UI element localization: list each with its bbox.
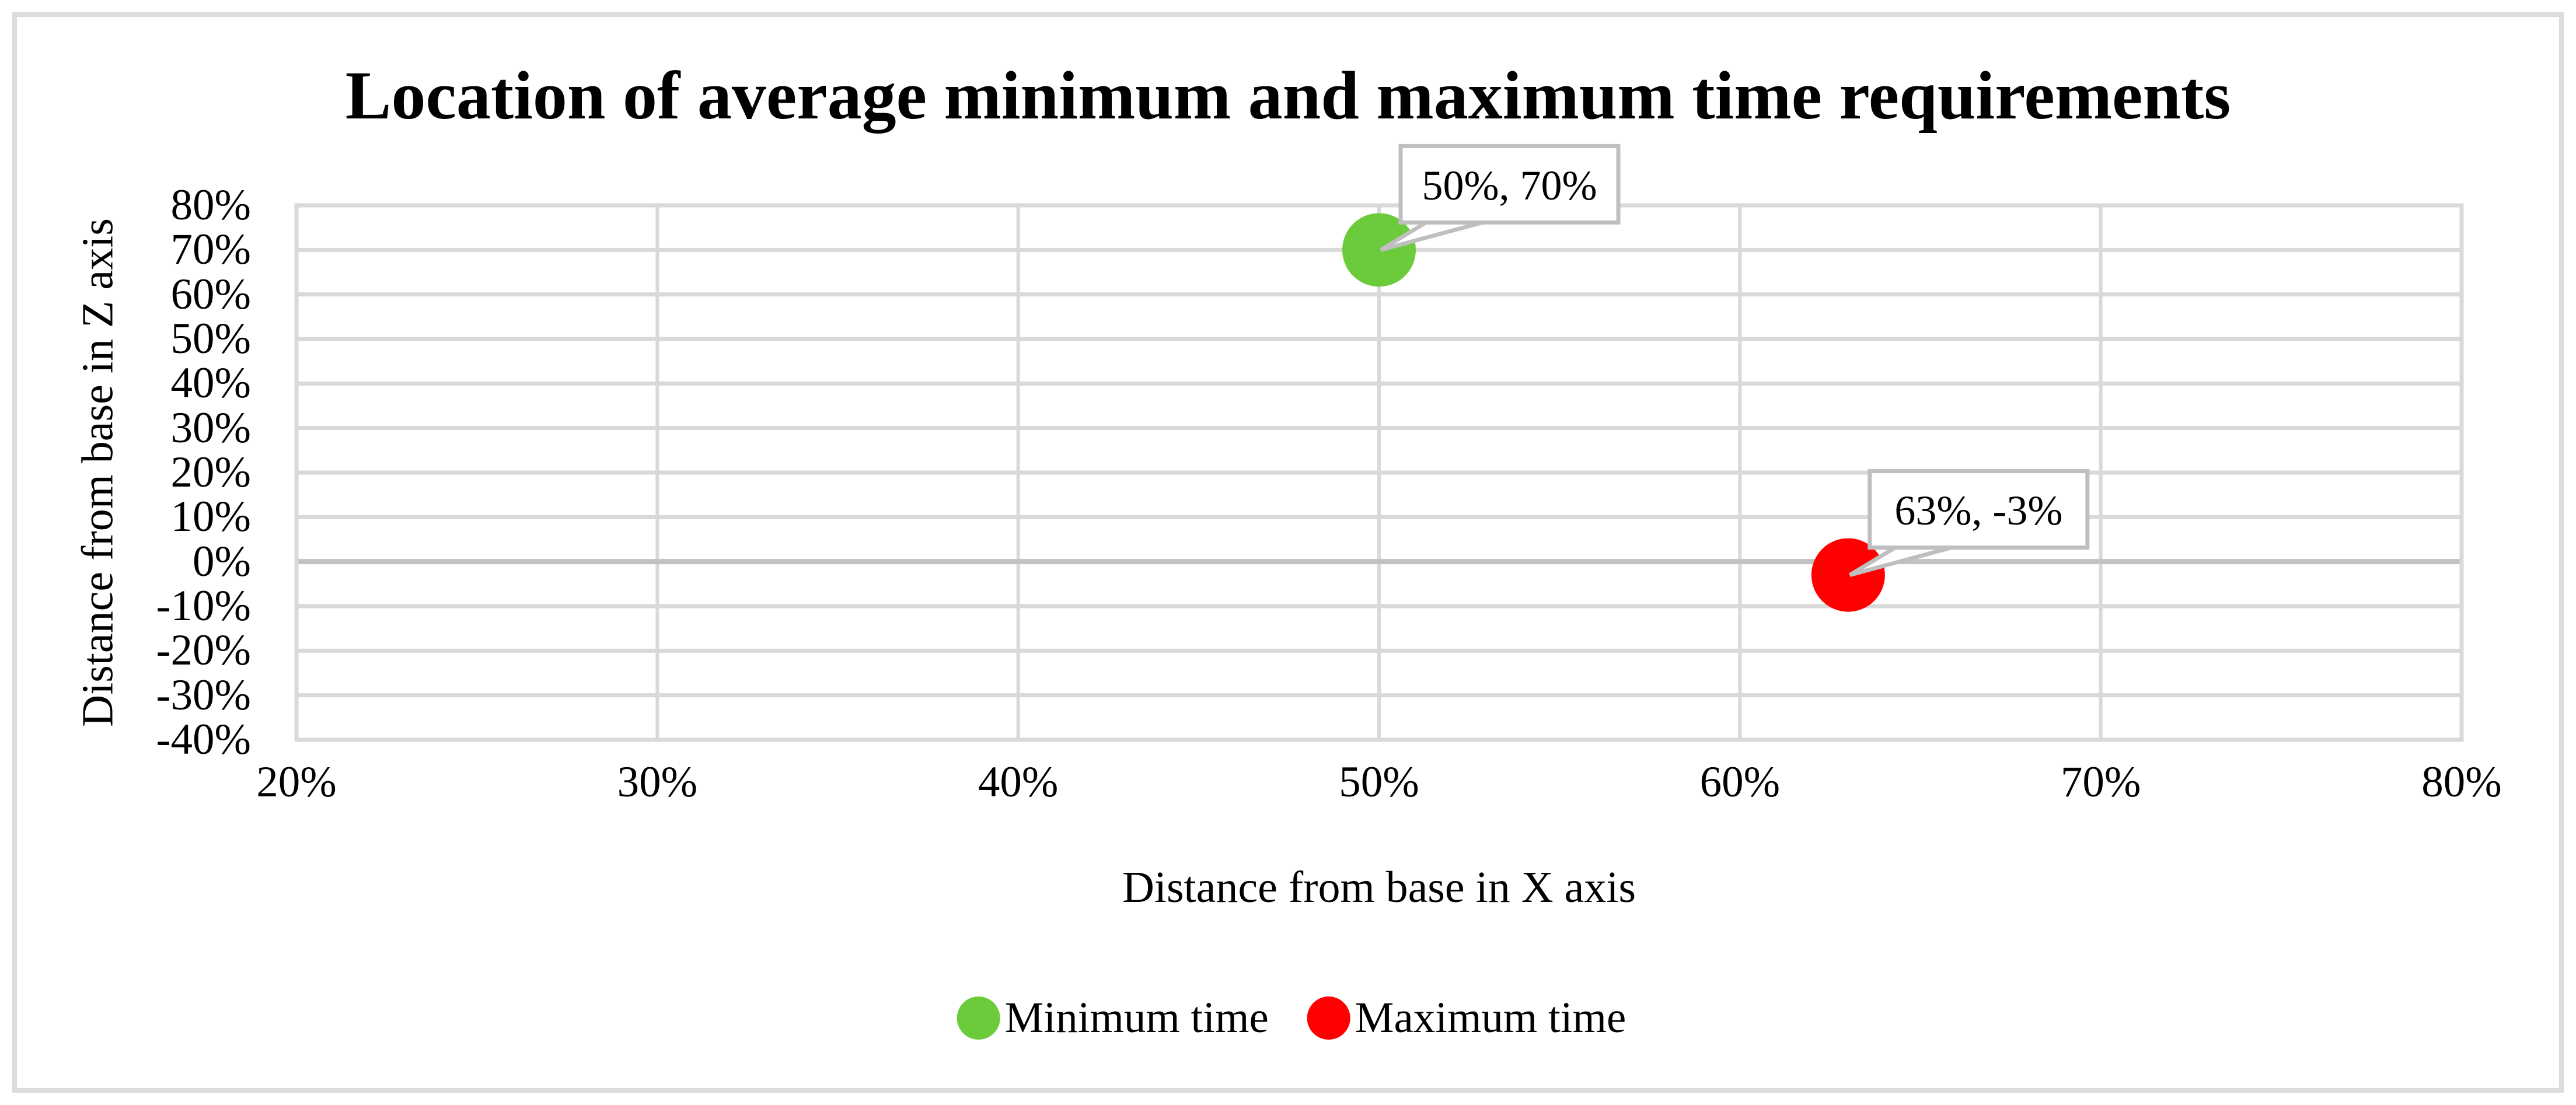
- x-tick-label: 70%: [2060, 758, 2141, 806]
- y-tick-label: -40%: [156, 715, 251, 764]
- y-tick-label: 10%: [170, 492, 251, 541]
- y-tick-label: 70%: [170, 225, 251, 274]
- x-axis-title: Distance from base in X axis: [1122, 863, 1636, 912]
- x-tick-label: 40%: [978, 758, 1059, 806]
- y-tick-label: -30%: [156, 670, 251, 719]
- y-tick-label: 30%: [170, 403, 251, 452]
- callout-box: [1398, 144, 1621, 225]
- minimum-time-marker-icon: [957, 996, 1000, 1040]
- y-tick-label: 20%: [170, 448, 251, 496]
- legend-label: Minimum time: [1004, 994, 1269, 1042]
- y-tick-label: 40%: [170, 359, 251, 408]
- data-label: 50%, 70%: [1422, 162, 1597, 209]
- callout-box: [1868, 469, 2090, 550]
- data-label: 63%, -3%: [1894, 487, 2062, 534]
- legend-item-maximum-time: Maximum time: [1307, 992, 1626, 1044]
- y-tick-label: 50%: [170, 314, 251, 363]
- x-tick-label: 50%: [1339, 758, 1419, 806]
- x-tick-label: 20%: [256, 758, 337, 806]
- figure-border: [12, 12, 2564, 1093]
- data-point-maximum-time: [1811, 538, 1885, 612]
- maximum-time-marker-icon: [1307, 996, 1350, 1040]
- x-tick-label: 30%: [617, 758, 698, 806]
- legend-label: Maximum time: [1355, 994, 1626, 1042]
- y-tick-label: -10%: [156, 582, 251, 630]
- x-tick-label: 60%: [1699, 758, 1781, 806]
- y-tick-label: -20%: [156, 626, 251, 675]
- y-tick-label: 0%: [193, 537, 251, 586]
- y-tick-label: 80%: [170, 181, 251, 229]
- chart-title: Location of average minimum and maximum …: [345, 57, 2231, 134]
- x-tick-label: 80%: [2421, 758, 2502, 806]
- y-tick-label: 60%: [170, 270, 251, 319]
- legend-item-minimum-time: Minimum time: [957, 992, 1269, 1044]
- data-point-minimum-time: [1342, 213, 1416, 287]
- legend: Minimum time Maximum time: [957, 992, 1626, 1044]
- plot-border: [294, 203, 2464, 742]
